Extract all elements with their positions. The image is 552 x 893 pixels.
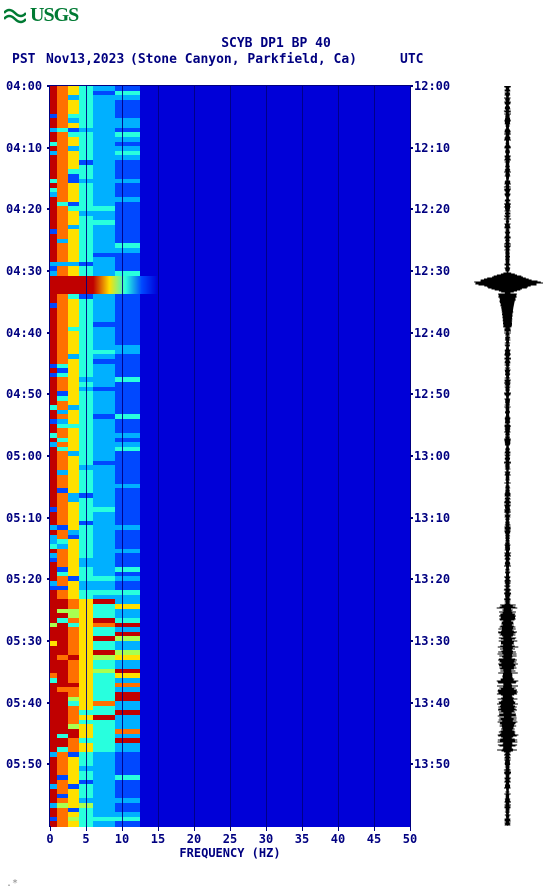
usgs-text: USGS: [30, 4, 78, 27]
y-tick-left: 05:10: [6, 511, 42, 525]
y-tick-mark: [47, 763, 50, 765]
y-tick-mark: [410, 640, 413, 642]
y-tick-left: 04:40: [6, 326, 42, 340]
y-tick-mark: [410, 702, 413, 704]
y-tick-mark: [47, 85, 50, 87]
y-tick-mark: [47, 208, 50, 210]
x-tick-mark: [86, 826, 87, 831]
y-tick-right: 12:00: [414, 79, 450, 93]
grid-line: [158, 86, 159, 826]
y-tick-mark: [410, 393, 413, 395]
y-tick-mark: [47, 147, 50, 149]
y-tick-mark: [47, 332, 50, 334]
y-tick-right: 13:00: [414, 449, 450, 463]
x-tick-label: 35: [295, 832, 309, 846]
grid-line: [230, 86, 231, 826]
grid-line: [302, 86, 303, 826]
x-tick-label: 10: [115, 832, 129, 846]
y-tick-mark: [410, 147, 413, 149]
grid-line: [338, 86, 339, 826]
grid-line: [122, 86, 123, 826]
grid-line: [194, 86, 195, 826]
y-tick-mark: [47, 455, 50, 457]
x-tick-label: 25: [223, 832, 237, 846]
x-tick-label: 40: [331, 832, 345, 846]
x-tick-label: 45: [367, 832, 381, 846]
y-tick-right: 13:30: [414, 634, 450, 648]
x-tick-label: 50: [403, 832, 417, 846]
y-tick-mark: [410, 208, 413, 210]
chart-title: SCYB DP1 BP 40: [0, 36, 552, 51]
x-tick-mark: [50, 826, 51, 831]
y-tick-right: 13:50: [414, 757, 450, 771]
y-tick-mark: [47, 517, 50, 519]
grid-line: [86, 86, 87, 826]
y-tick-right: 13:20: [414, 572, 450, 586]
y-tick-left: 05:00: [6, 449, 42, 463]
x-tick-label: 0: [46, 832, 53, 846]
header-utc: UTC: [400, 52, 423, 67]
y-tick-mark: [47, 640, 50, 642]
y-tick-mark: [410, 517, 413, 519]
grid-line: [374, 86, 375, 826]
grid-line: [266, 86, 267, 826]
x-tick-mark: [410, 826, 411, 831]
x-axis-label: FREQUENCY (HZ): [0, 846, 460, 860]
x-tick-label: 20: [187, 832, 201, 846]
header-date: Nov13,2023: [46, 52, 124, 67]
x-tick-mark: [230, 826, 231, 831]
y-tick-mark: [47, 270, 50, 272]
x-tick-label: 15: [151, 832, 165, 846]
y-tick-mark: [47, 702, 50, 704]
waveform-trace: [470, 86, 545, 826]
y-tick-left: 04:30: [6, 264, 42, 278]
footer-mark: .*: [6, 878, 18, 889]
y-tick-left: 05:30: [6, 634, 42, 648]
y-tick-left: 05:20: [6, 572, 42, 586]
y-tick-left: 04:10: [6, 141, 42, 155]
y-tick-right: 12:40: [414, 326, 450, 340]
x-tick-mark: [266, 826, 267, 831]
y-tick-right: 13:10: [414, 511, 450, 525]
y-tick-left: 05:50: [6, 757, 42, 771]
x-tick-mark: [122, 826, 123, 831]
y-tick-mark: [47, 393, 50, 395]
x-tick-mark: [338, 826, 339, 831]
x-tick-label: 30: [259, 832, 273, 846]
x-tick-mark: [374, 826, 375, 831]
y-tick-left: 04:00: [6, 79, 42, 93]
usgs-wave-icon: [4, 7, 26, 25]
x-tick-mark: [158, 826, 159, 831]
y-tick-right: 12:10: [414, 141, 450, 155]
y-tick-mark: [410, 763, 413, 765]
y-tick-right: 12:20: [414, 202, 450, 216]
x-tick-label: 5: [82, 832, 89, 846]
y-tick-right: 12:30: [414, 264, 450, 278]
y-tick-right: 12:50: [414, 387, 450, 401]
x-tick-mark: [302, 826, 303, 831]
y-tick-mark: [410, 332, 413, 334]
y-tick-left: 04:50: [6, 387, 42, 401]
usgs-logo: USGS: [4, 4, 78, 27]
header-pst: PST: [12, 52, 35, 67]
y-tick-mark: [410, 455, 413, 457]
spectrogram-plot: [50, 86, 410, 826]
y-tick-mark: [410, 85, 413, 87]
y-tick-left: 05:40: [6, 696, 42, 710]
x-tick-mark: [194, 826, 195, 831]
header-location: (Stone Canyon, Parkfield, Ca): [130, 52, 357, 67]
y-tick-mark: [410, 270, 413, 272]
y-tick-right: 13:40: [414, 696, 450, 710]
y-tick-left: 04:20: [6, 202, 42, 216]
y-tick-mark: [47, 578, 50, 580]
y-tick-mark: [410, 578, 413, 580]
